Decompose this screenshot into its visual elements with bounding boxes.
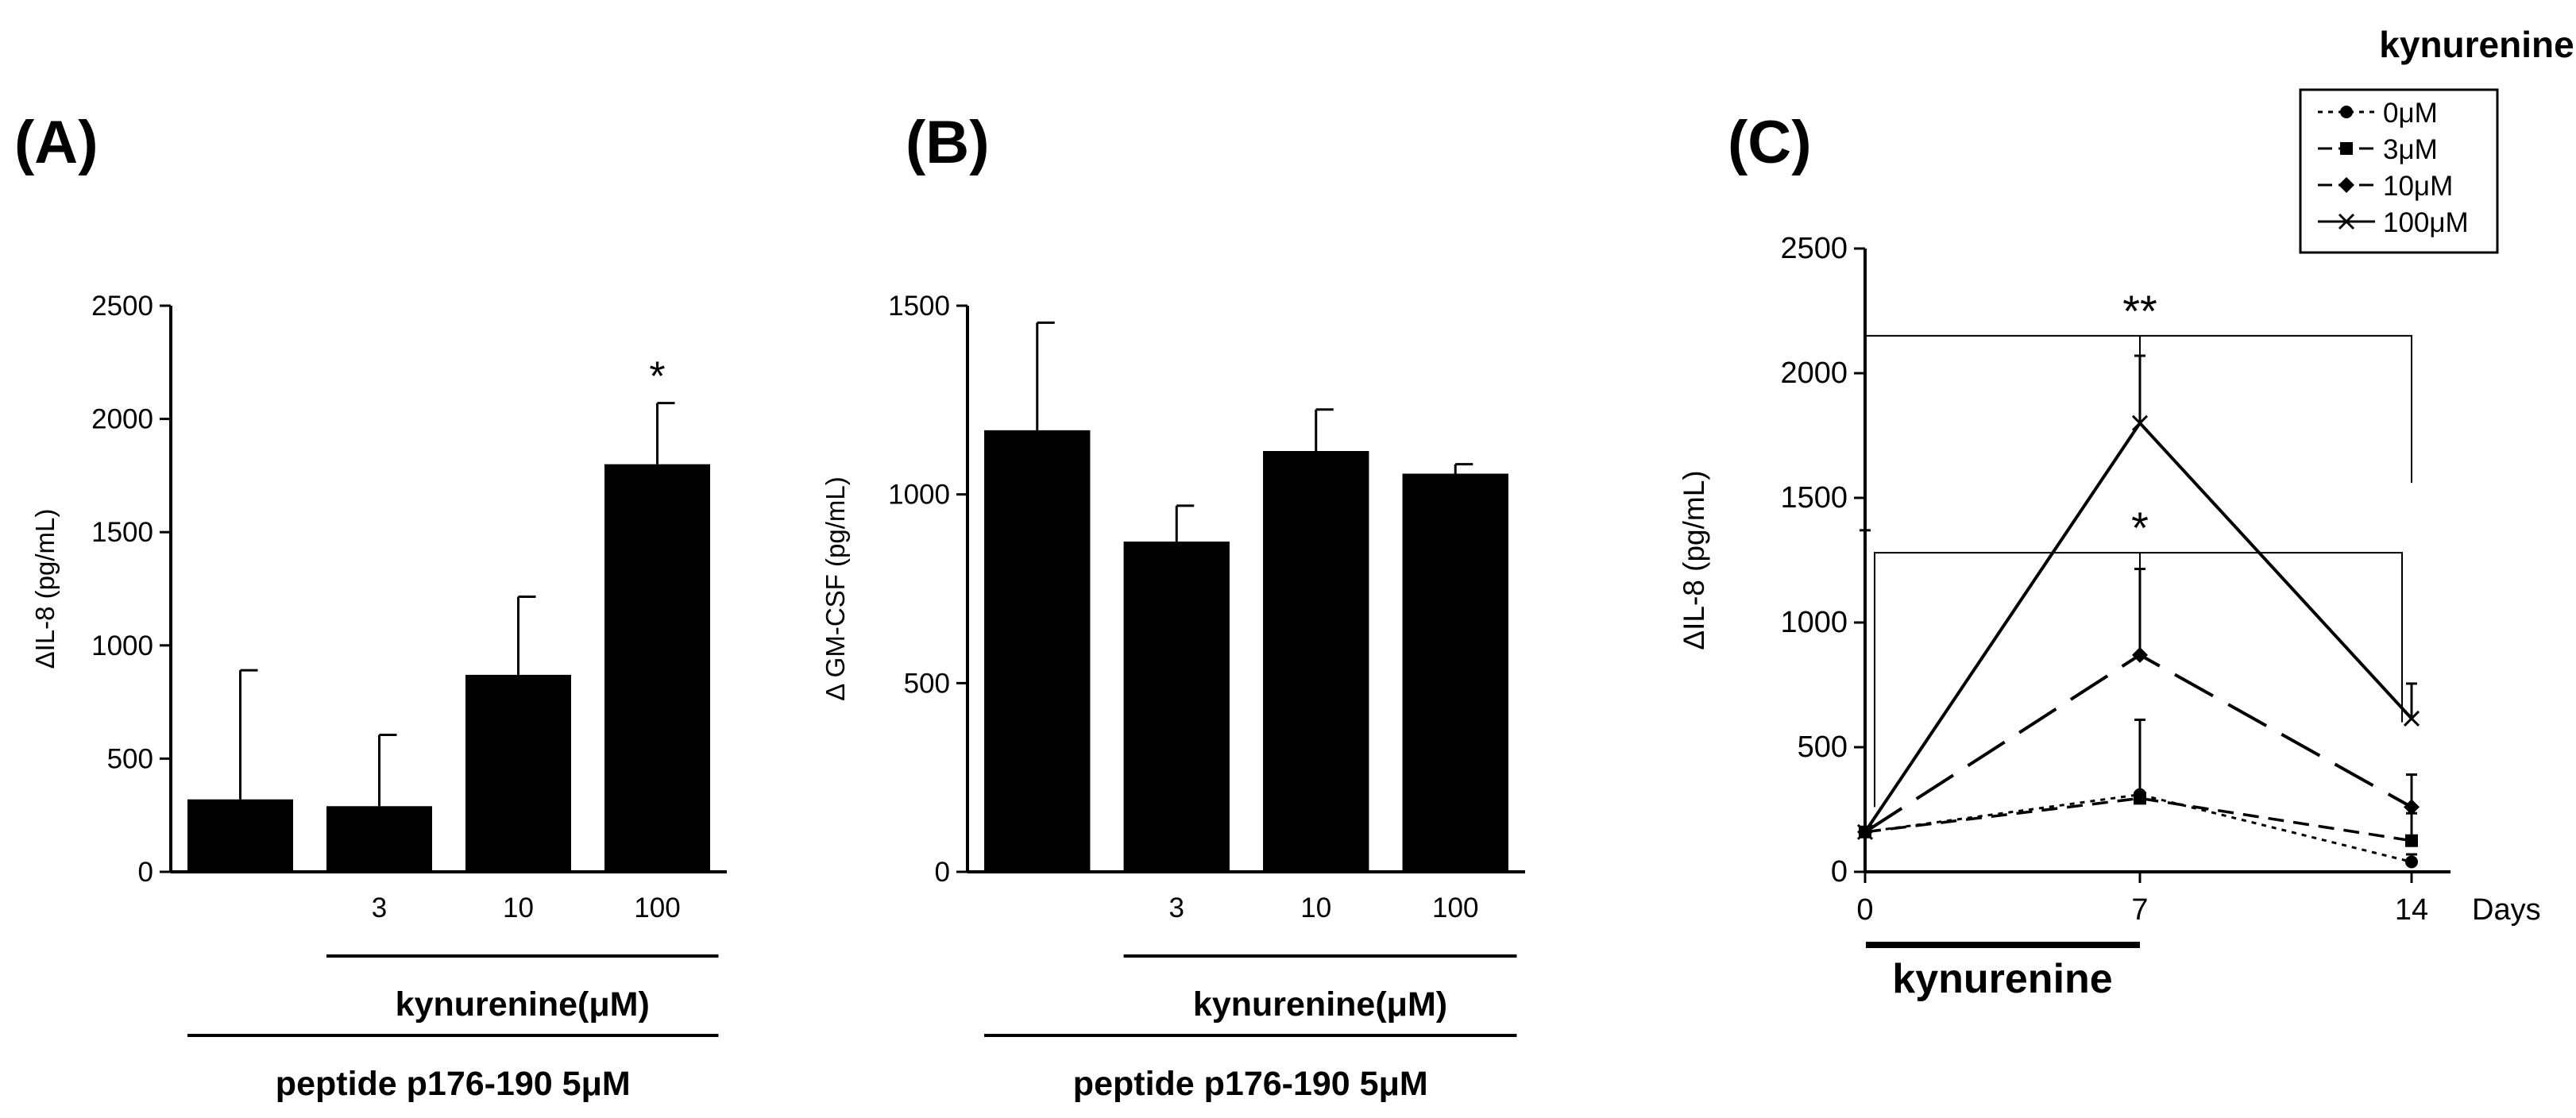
x-tick-label: 100: [634, 892, 680, 923]
bracket: [1874, 552, 2403, 808]
legend-entry: 100μM: [2383, 207, 2469, 238]
chart-a: 0 500 1000 1500 2000 2500 ΔIL-8 (pg/mL) 3 10 100 *…: [30, 291, 727, 1103]
y-tick-label: 0: [138, 857, 153, 888]
marker: [2132, 646, 2148, 663]
y-tick-label: 2500: [91, 291, 153, 322]
bar: [984, 430, 1091, 872]
group-label: peptide p176-190 5μM: [1073, 1065, 1428, 1103]
marker: [2340, 142, 2353, 155]
bar: [326, 806, 432, 872]
treatment-label: kynurenine: [1892, 956, 2112, 1002]
marker: [2403, 710, 2420, 727]
marker: [2405, 855, 2418, 869]
panel-b-label: (B): [906, 109, 990, 176]
significance-mark: *: [2131, 503, 2149, 553]
chart-c: 0 500 1000 1500 2000 2500 0 7 14 Days ΔIL-8 (pg/mL…: [1678, 24, 2574, 1002]
y-tick-label: 0: [935, 857, 950, 888]
panel-a-label: (A): [14, 109, 98, 176]
series-line: [1863, 653, 2412, 834]
bar: [1123, 542, 1230, 872]
significance-mark: *: [649, 354, 665, 400]
series-100μM: [1856, 354, 2420, 840]
treatment-bar: [1866, 942, 2140, 948]
series-line: [1864, 796, 2412, 842]
y-tick-label: 500: [1798, 731, 1848, 764]
y-tick-label: 1500: [91, 517, 153, 548]
y-tick-label: 1500: [888, 291, 950, 322]
legend-entry: 0μM: [2383, 98, 2438, 129]
marker: [2340, 106, 2353, 118]
legend-entry: 3μM: [2383, 134, 2438, 165]
bar: [1402, 473, 1508, 872]
chart-b: 0 500 1000 1500 Δ GM-CSF (pg/mL) 3 10 100 kynure…: [821, 291, 1525, 1103]
bar: [465, 674, 571, 872]
x-tick-label: 3: [1169, 892, 1184, 923]
marker: [2338, 213, 2355, 230]
y-axis-label: ΔIL-8 (pg/mL): [30, 509, 60, 669]
group-label: kynurenine(μM): [1193, 985, 1447, 1024]
x-tick-label: 14: [2395, 893, 2428, 927]
y-tick-label: 1500: [1780, 481, 1848, 515]
x-tick-label: 100: [1432, 892, 1478, 923]
marker: [1856, 823, 1874, 840]
y-axis-label: ΔIL-8 (pg/mL): [1678, 470, 1710, 650]
marker: [2134, 792, 2146, 805]
group-label: peptide p176-190 5μM: [276, 1065, 631, 1103]
y-tick-label: 2000: [91, 404, 153, 435]
x-tick-label: 7: [2131, 893, 2148, 927]
y-tick-label: 500: [107, 743, 153, 774]
series-line: [1863, 420, 2413, 833]
bracket: [1864, 334, 2412, 548]
y-axis-label: Δ GM-CSF (pg/mL): [821, 476, 850, 700]
y-tick-label: 500: [904, 668, 950, 699]
group-label: kynurenine(μM): [396, 985, 650, 1024]
x-tick-label: 0: [1856, 893, 1873, 927]
marker: [2131, 414, 2149, 431]
y-tick-label: 2500: [1780, 232, 1848, 265]
y-tick-label: 1000: [1780, 606, 1848, 639]
legend-entry: 10μM: [2383, 171, 2453, 202]
panel-c-label: (C): [1728, 109, 1812, 176]
bar: [187, 799, 293, 872]
legend-title: kynurenine: [2379, 24, 2574, 65]
series-3μM: [1859, 792, 2418, 847]
marker: [2405, 834, 2418, 847]
x-axis-label: Days: [2472, 893, 2541, 927]
y-tick-label: 0: [1831, 855, 1848, 889]
x-tick-label: 10: [1300, 892, 1331, 923]
x-tick-label: 3: [372, 892, 387, 923]
x-tick-label: 10: [503, 892, 534, 923]
bar: [604, 464, 710, 872]
marker: [2404, 799, 2420, 815]
legend-box: [2299, 88, 2499, 254]
y-tick-label: 1000: [888, 480, 950, 511]
y-tick-label: 2000: [1780, 357, 1848, 390]
significance-mark: **: [2122, 286, 2157, 336]
y-tick-label: 1000: [91, 630, 153, 661]
bar: [1263, 451, 1369, 872]
marker: [2338, 177, 2354, 193]
